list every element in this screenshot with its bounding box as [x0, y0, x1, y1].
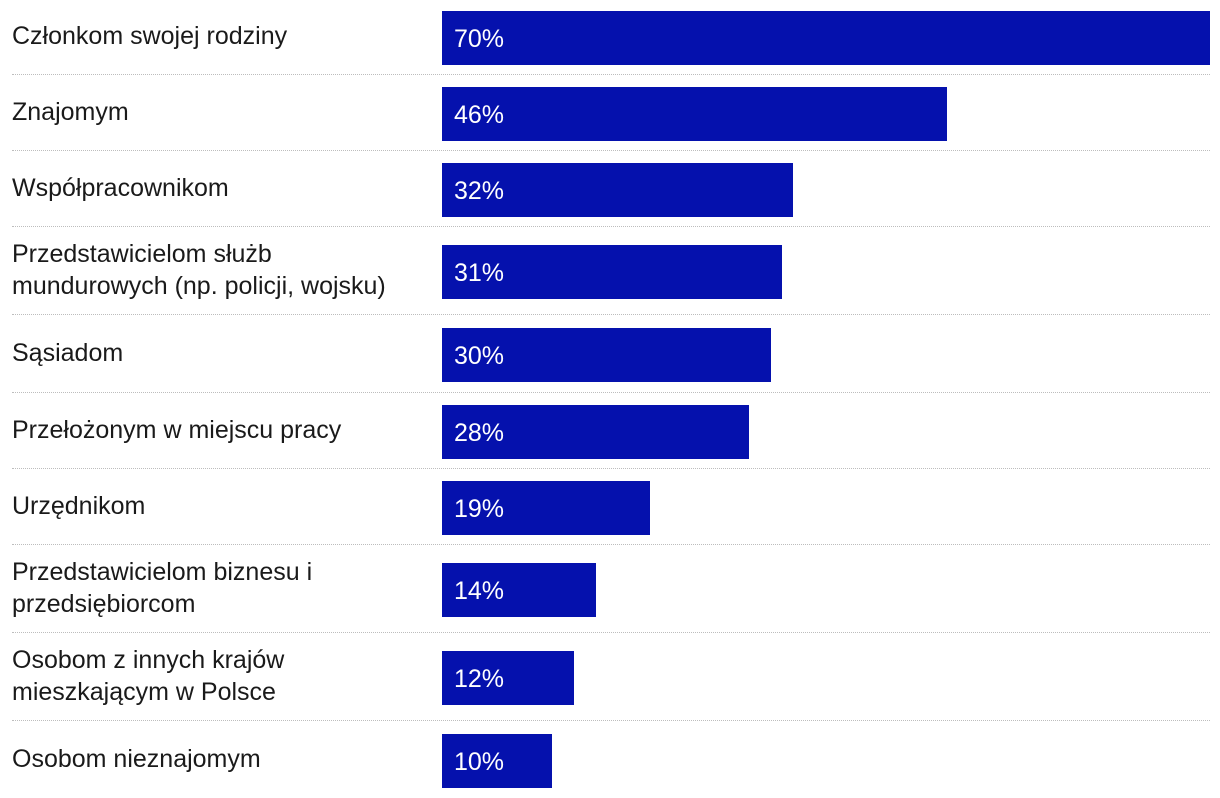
value-label: 70% — [454, 25, 505, 53]
category-label: Członkom swojej rodziny — [12, 22, 288, 50]
row-separator — [12, 468, 1210, 469]
category-label: Przedstawicielom biznesu i przedsiębiorc… — [12, 558, 313, 618]
value-label: 28% — [454, 419, 505, 447]
value-label: 31% — [454, 259, 505, 287]
category-label: Przełożonym w miejscu pracy — [12, 416, 342, 444]
bar: 14% — [442, 563, 596, 617]
category-label: Sąsiadom — [12, 339, 124, 367]
category-label: Przedstawicielom służb mundurowych (np. … — [12, 240, 386, 300]
row-separator — [12, 150, 1210, 151]
chart-row: Urzędnikom 19% — [0, 470, 1220, 544]
bar: 28% — [442, 405, 749, 459]
value-label: 30% — [454, 342, 505, 370]
value-label: 10% — [454, 748, 505, 776]
chart-row: Przedstawicielom biznesu i przedsiębiorc… — [0, 546, 1220, 632]
chart-row: Współpracownikom 32% — [0, 152, 1220, 226]
bar: 31% — [442, 245, 782, 299]
chart-row: Przełożonym w miejscu pracy 28% — [0, 394, 1220, 468]
bar: 10% — [442, 734, 552, 788]
bar: 70% — [442, 11, 1210, 65]
row-separator — [12, 314, 1210, 315]
row-separator — [12, 74, 1210, 75]
bar: 19% — [442, 481, 650, 535]
category-label: Znajomym — [12, 98, 129, 126]
category-label: Osobom z innych krajów mieszkającym w Po… — [12, 646, 285, 706]
chart-row: Znajomym 46% — [0, 76, 1220, 150]
row-separator — [12, 392, 1210, 393]
value-label: 46% — [454, 101, 505, 129]
row-separator — [12, 720, 1210, 721]
value-label: 19% — [454, 495, 505, 523]
chart-row: Przedstawicielom służb mundurowych (np. … — [0, 228, 1220, 314]
bar: 32% — [442, 163, 793, 217]
row-separator — [12, 226, 1210, 227]
category-label: Urzędnikom — [12, 492, 146, 520]
bar: 30% — [442, 328, 771, 382]
category-label: Osobom nieznajomym — [12, 745, 261, 773]
value-label: 12% — [454, 665, 505, 693]
bar: 46% — [442, 87, 947, 141]
chart-row: Osobom nieznajomym 10% — [0, 722, 1220, 798]
value-label: 32% — [454, 177, 505, 205]
row-separator — [12, 544, 1210, 545]
value-label: 14% — [454, 577, 505, 605]
row-separator — [12, 632, 1210, 633]
chart-row: Sąsiadom 30% — [0, 316, 1220, 392]
bar: 12% — [442, 651, 574, 705]
category-label: Współpracownikom — [12, 174, 229, 202]
chart-row: Członkom swojej rodziny 70% — [0, 0, 1220, 74]
chart-row: Osobom z innych krajów mieszkającym w Po… — [0, 634, 1220, 720]
